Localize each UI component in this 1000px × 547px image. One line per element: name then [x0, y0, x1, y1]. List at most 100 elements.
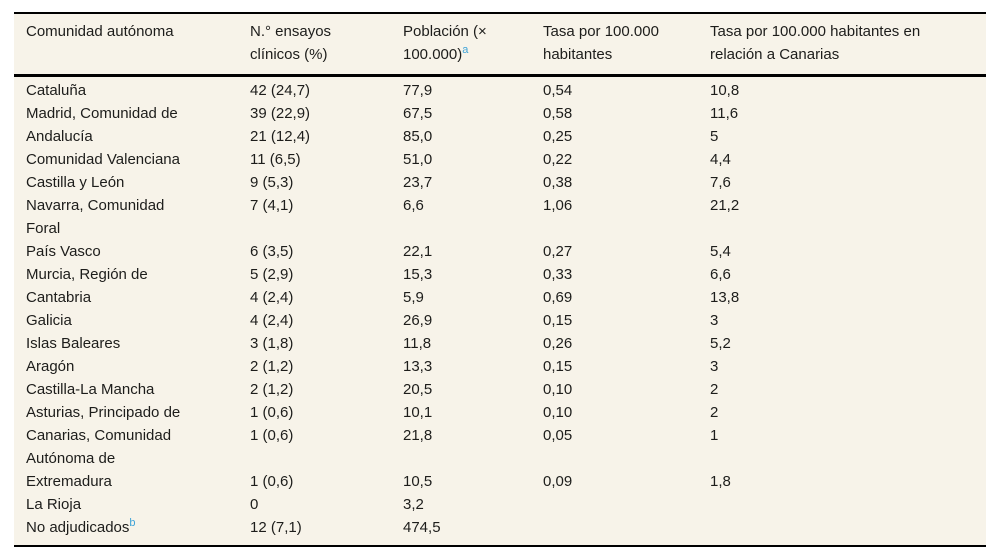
population-cell: 474,5: [403, 519, 441, 536]
rate-vs-canarias-cell: 2: [710, 381, 719, 398]
rate-vs-canarias-cell: 6,6: [710, 266, 731, 283]
community-name-cell: Canarias, Comunidad Autónoma de: [26, 427, 172, 467]
rate-cell: 0,09: [543, 473, 573, 490]
column-header-rate-vs-canarias: Tasa por 100.000 habitantes en relación …: [710, 13, 986, 77]
table-row: No adjudicadosb 12 (7,1) 474,5: [14, 516, 986, 546]
community-name-cell: Aragón: [26, 358, 75, 375]
rate-cell: 0,54: [543, 82, 573, 99]
community-name-cell: Murcia, Región de: [26, 266, 148, 283]
column-header-community: Comunidad autónoma: [14, 13, 250, 77]
community-name-cell: Islas Baleares: [26, 335, 121, 352]
trials-count-cell: 6 (3,5): [250, 243, 294, 260]
community-name-cell: Cataluña: [26, 82, 87, 99]
rate-vs-canarias-cell: 5,4: [710, 243, 731, 260]
community-name-cell: Asturias, Principado de: [26, 404, 181, 421]
trials-count-cell: 1 (0,6): [250, 427, 294, 444]
column-header-trials: N.° ensayos clínicos (%): [250, 13, 403, 77]
trials-count-cell: 1 (0,6): [250, 404, 294, 421]
population-cell: 10,1: [403, 404, 433, 421]
footnote-ref-b[interactable]: b: [129, 517, 136, 529]
rate-cell: 0,15: [543, 358, 573, 375]
rate-vs-canarias-cell: [710, 493, 986, 516]
rate-cell: 1,06: [543, 197, 573, 214]
rate-vs-canarias-cell: 3: [710, 358, 719, 375]
trials-count-cell: 9 (5,3): [250, 174, 294, 191]
table-row: Madrid, Comunidad de 39 (22,9) 67,5 0,58 11,…: [14, 102, 986, 125]
table-header: Comunidad autónoma N.° ensayos clínicos (…: [14, 13, 986, 77]
population-cell: 20,5: [403, 381, 433, 398]
population-cell: 22,1: [403, 243, 433, 260]
rate-vs-canarias-cell: [710, 516, 986, 546]
population-cell: 51,0: [403, 151, 433, 168]
population-cell: 10,5: [403, 473, 433, 490]
table-row: Navarra, Comunidad Foral 7 (4,1) 6,6 1,06 21…: [14, 194, 986, 240]
community-name-cell: País Vasco: [26, 243, 101, 260]
table-row: Murcia, Región de 5 (2,9) 15,3 0,33 6,6: [14, 263, 986, 286]
footnote-ref-a[interactable]: a: [462, 44, 469, 56]
community-name-cell: Castilla-La Mancha: [26, 381, 155, 398]
trials-count-cell: 39 (22,9): [250, 105, 311, 122]
rate-vs-canarias-cell: 2: [710, 404, 719, 421]
rate-cell: 0,27: [543, 243, 573, 260]
population-cell: 26,9: [403, 312, 433, 329]
table-row: Comunidad Valenciana 11 (6,5) 51,0 0,22 4,4: [14, 148, 986, 171]
rate-cell: 0,69: [543, 289, 573, 306]
community-name-cell: Extremadura: [26, 473, 112, 490]
rate-vs-canarias-cell: 10,8: [710, 82, 740, 99]
rate-vs-canarias-cell: 21,2: [710, 197, 740, 214]
community-name-cell: La Rioja: [26, 496, 82, 513]
rate-cell: 0,38: [543, 174, 573, 191]
population-cell: 21,8: [403, 427, 433, 444]
trials-count-cell: 2 (1,2): [250, 381, 294, 398]
population-cell: 67,5: [403, 105, 433, 122]
table-row: Cantabria 4 (2,4) 5,9 0,69 13,8: [14, 286, 986, 309]
table-row: Castilla-La Mancha 2 (1,2) 20,5 0,10 2: [14, 378, 986, 401]
rate-vs-canarias-cell: 7,6: [710, 174, 731, 191]
rate-cell: 0,26: [543, 335, 573, 352]
clinical-trials-table-container: Comunidad autónoma N.° ensayos clínicos (…: [14, 12, 986, 547]
population-cell: 15,3: [403, 266, 433, 283]
rate-cell: 0,33: [543, 266, 573, 283]
clinical-trials-by-community-table: Comunidad autónoma N.° ensayos clínicos (…: [14, 12, 986, 547]
rate-vs-canarias-cell: 13,8: [710, 289, 740, 306]
table-header-row: Comunidad autónoma N.° ensayos clínicos (…: [14, 13, 986, 77]
rate-cell: 0,58: [543, 105, 573, 122]
table-row: Islas Baleares 3 (1,8) 11,8 0,26 5,2: [14, 332, 986, 355]
rate-vs-canarias-cell: 5: [710, 128, 719, 145]
trials-count-cell: 11 (6,5): [250, 151, 301, 168]
rate-cell: [543, 516, 710, 546]
rate-vs-canarias-cell: 4,4: [710, 151, 731, 168]
table-row: Aragón 2 (1,2) 13,3 0,15 3: [14, 355, 986, 378]
trials-count-cell: 4 (2,4): [250, 289, 294, 306]
rate-cell: 0,25: [543, 128, 573, 145]
table-row: La Rioja 0 3,2: [14, 493, 986, 516]
rate-cell: 0,22: [543, 151, 573, 168]
table-row: Asturias, Principado de 1 (0,6) 10,1 0,10 2: [14, 401, 986, 424]
community-name-cell: Cantabria: [26, 289, 92, 306]
community-name-cell: Comunidad Valenciana: [26, 151, 180, 168]
rate-vs-canarias-cell: 1,8: [710, 473, 731, 490]
trials-count-cell: 4 (2,4): [250, 312, 294, 329]
rate-cell: [543, 493, 710, 516]
column-header-rate: Tasa por 100.000 habitantes: [543, 13, 710, 77]
table-row: Extremadura 1 (0,6) 10,5 0,09 1,8: [14, 470, 986, 493]
rate-vs-canarias-cell: 1: [710, 427, 719, 444]
trials-count-cell: 1 (0,6): [250, 473, 294, 490]
population-cell: 13,3: [403, 358, 433, 375]
rate-vs-canarias-cell: 11,6: [710, 105, 739, 122]
trials-count-cell: 3 (1,8): [250, 335, 294, 352]
table-row: País Vasco 6 (3,5) 22,1 0,27 5,4: [14, 240, 986, 263]
population-cell: 77,9: [403, 82, 433, 99]
community-name-cell: Castilla y León: [26, 174, 125, 191]
trials-count-cell: 2 (1,2): [250, 358, 294, 375]
rate-cell: 0,05: [543, 427, 573, 444]
table-row: Andalucía 21 (12,4) 85,0 0,25 5: [14, 125, 986, 148]
community-name-cell: Galicia: [26, 312, 72, 329]
trials-count-cell: 42 (24,7): [250, 82, 311, 99]
table-row: Castilla y León 9 (5,3) 23,7 0,38 7,6: [14, 171, 986, 194]
population-cell: 5,9: [403, 289, 424, 306]
rate-vs-canarias-cell: 5,2: [710, 335, 731, 352]
trials-count-cell: 7 (4,1): [250, 197, 294, 214]
community-name-cell: Andalucía: [26, 128, 93, 145]
population-cell: 11,8: [403, 335, 432, 352]
